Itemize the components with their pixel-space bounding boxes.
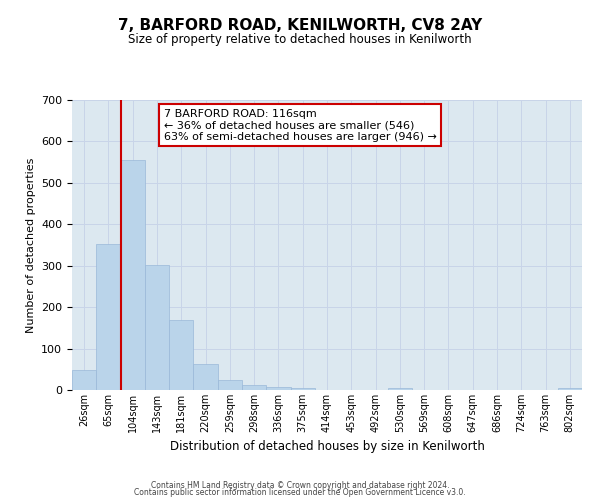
Text: 7 BARFORD ROAD: 116sqm
← 36% of detached houses are smaller (546)
63% of semi-de: 7 BARFORD ROAD: 116sqm ← 36% of detached… [164, 108, 437, 142]
Bar [242, 385, 266, 390]
Bar [266, 386, 290, 390]
Text: Size of property relative to detached houses in Kenilworth: Size of property relative to detached ho… [128, 32, 472, 46]
Bar [72, 370, 96, 390]
Text: Contains HM Land Registry data © Crown copyright and database right 2024.: Contains HM Land Registry data © Crown c… [151, 480, 449, 490]
Bar [218, 380, 242, 390]
Bar [121, 160, 145, 390]
Bar [193, 364, 218, 390]
Bar [388, 388, 412, 390]
X-axis label: Distribution of detached houses by size in Kenilworth: Distribution of detached houses by size … [170, 440, 484, 454]
Bar [169, 320, 193, 390]
Text: 7, BARFORD ROAD, KENILWORTH, CV8 2AY: 7, BARFORD ROAD, KENILWORTH, CV8 2AY [118, 18, 482, 32]
Bar [558, 388, 582, 390]
Bar [96, 244, 121, 390]
Bar [145, 265, 169, 390]
Y-axis label: Number of detached properties: Number of detached properties [26, 158, 35, 332]
Bar [290, 388, 315, 390]
Text: Contains public sector information licensed under the Open Government Licence v3: Contains public sector information licen… [134, 488, 466, 497]
